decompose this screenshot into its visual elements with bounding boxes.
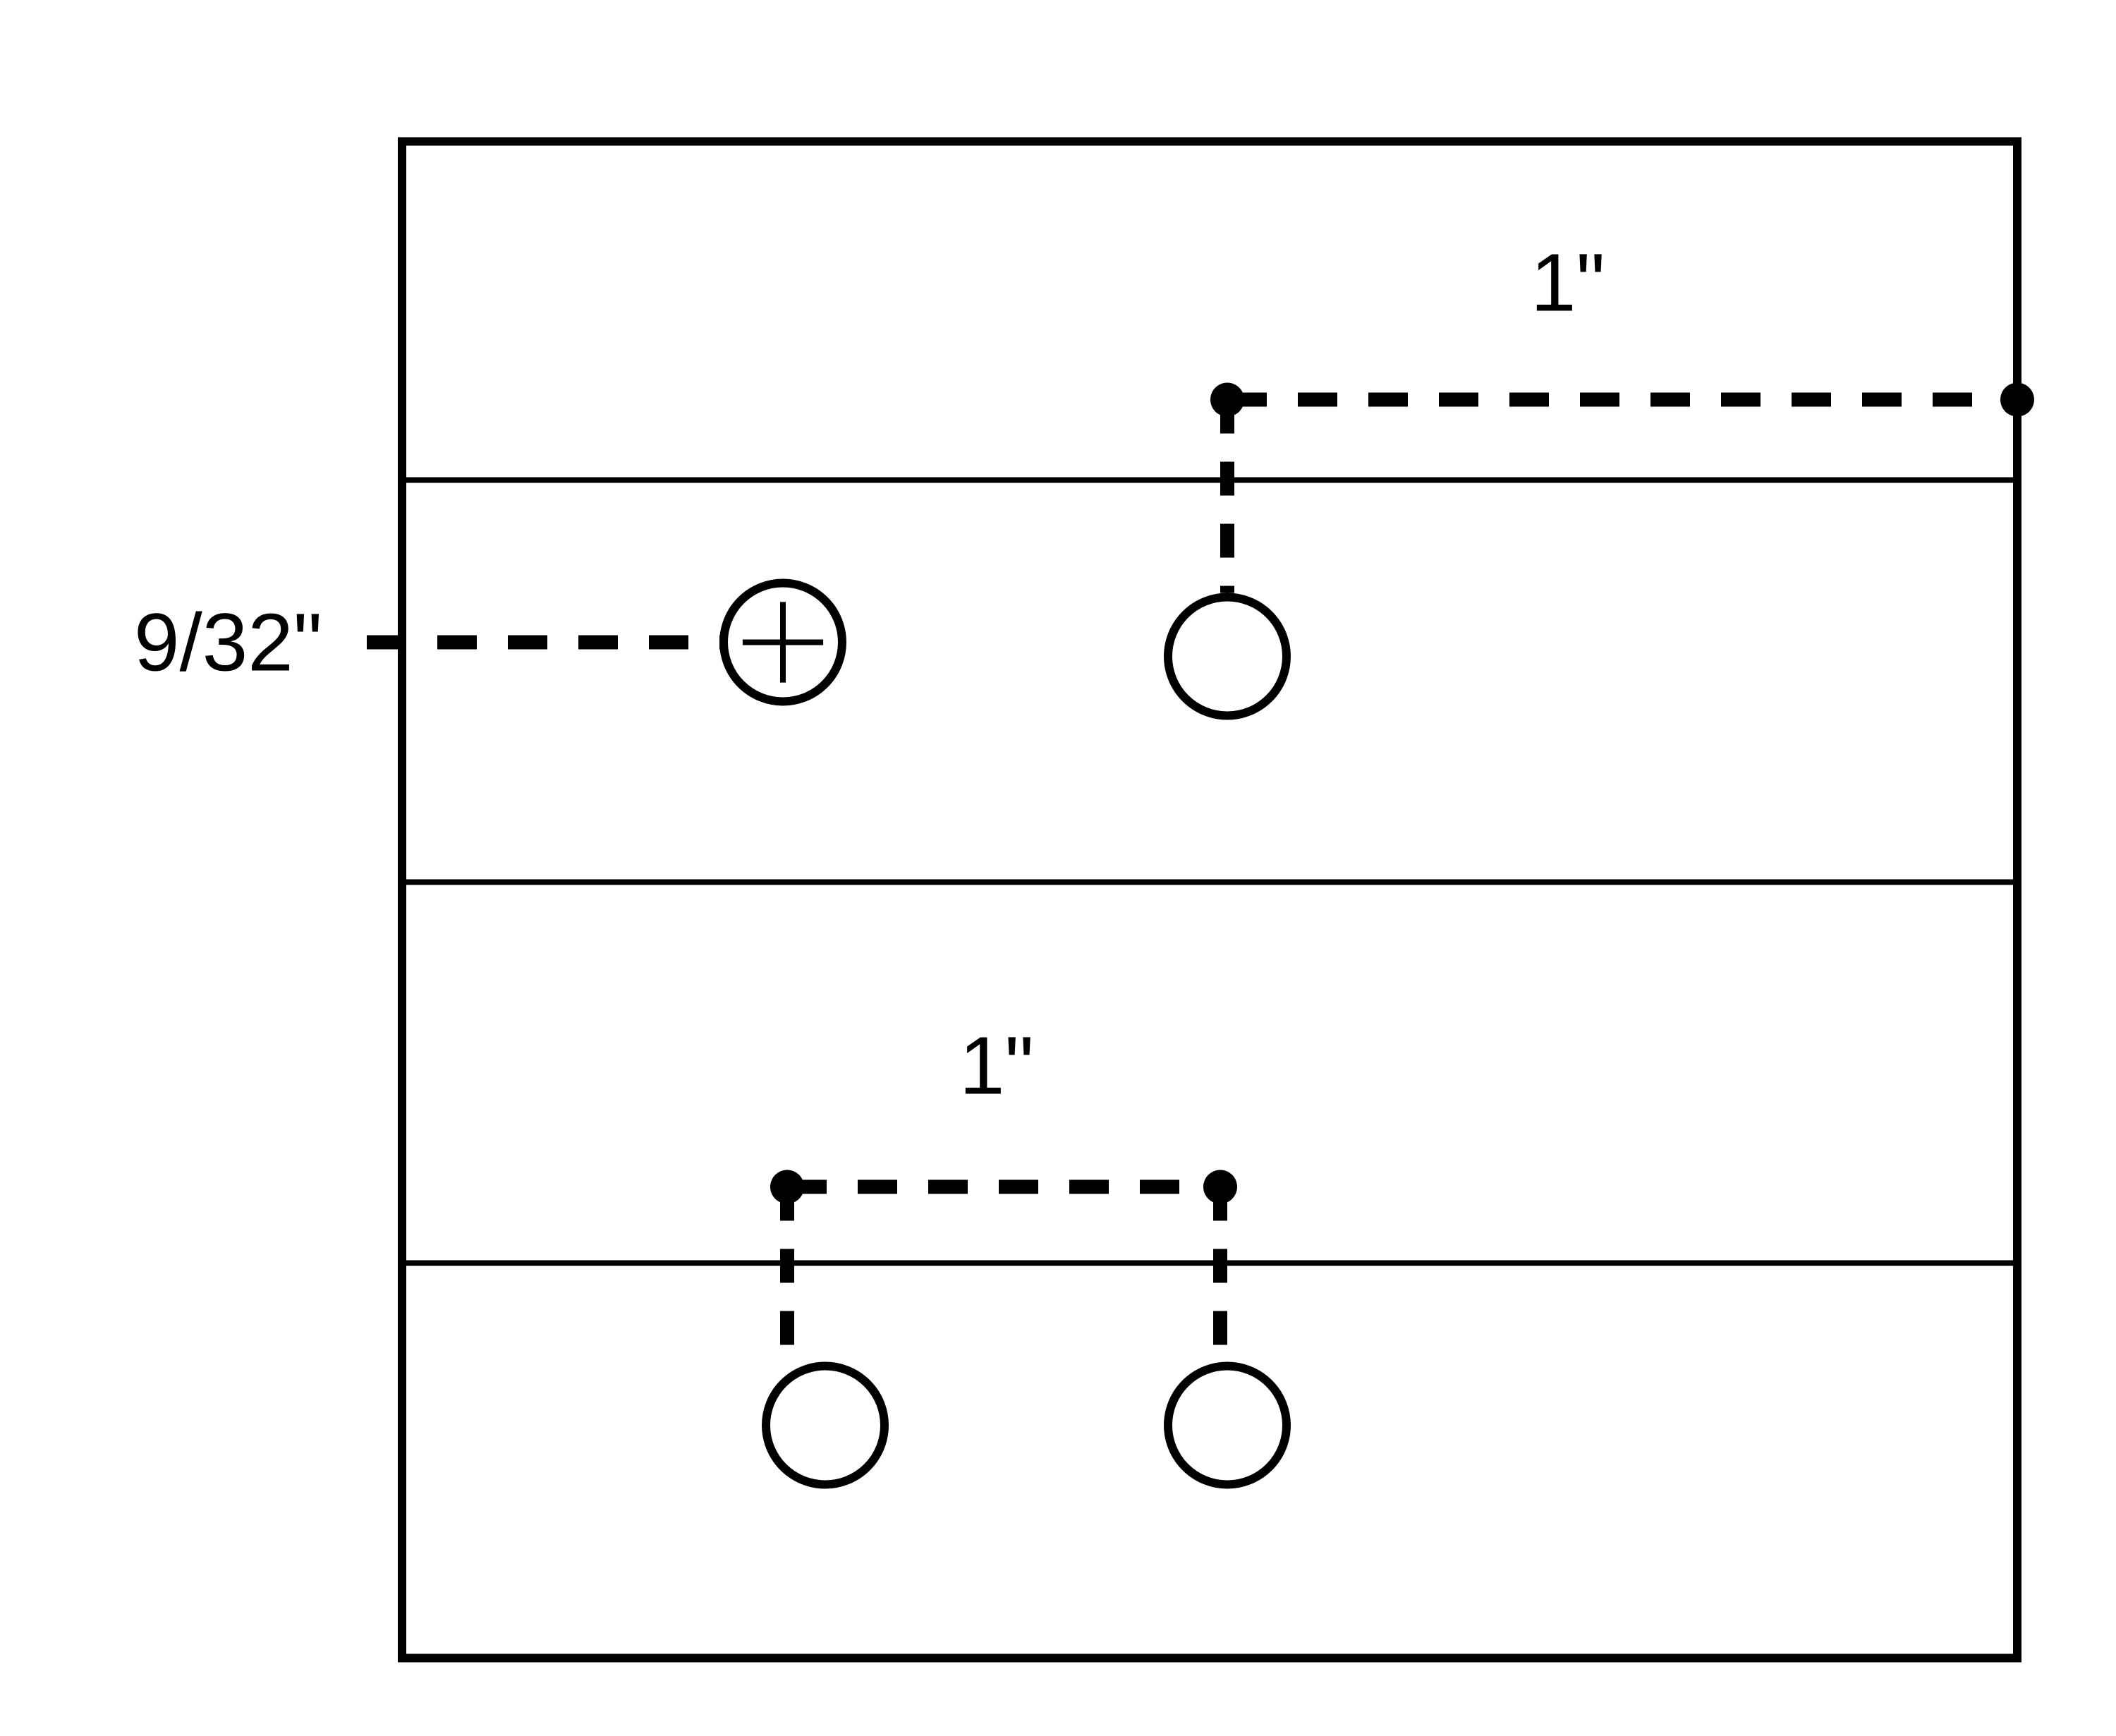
dimension-endpoint-dot: [1203, 1170, 1237, 1204]
dimension-endpoint-dot: [1210, 383, 1244, 417]
dimension-endpoint-dot: [2000, 383, 2034, 417]
dimension-endpoint-dot: [770, 1170, 804, 1204]
hole-1: [1168, 597, 1287, 716]
hole-circle: [1168, 1366, 1287, 1485]
hole-3: [1168, 1366, 1287, 1485]
hole-circle: [1168, 597, 1287, 716]
dim-mid-1in: 1": [770, 1020, 1237, 1362]
technical-drawing: 1" 1" 9/32": [0, 0, 2116, 1736]
dim-hole-size: 9/32": [134, 597, 800, 688]
hole-0: [724, 583, 842, 702]
hole-2: [766, 1366, 884, 1485]
dimension-label: 1": [959, 1020, 1034, 1112]
hole-circle: [766, 1366, 884, 1485]
dimension-label: 1": [1531, 237, 1605, 329]
dim-top-1in: 1": [1210, 237, 2034, 593]
dimension-label: 9/32": [134, 597, 322, 688]
